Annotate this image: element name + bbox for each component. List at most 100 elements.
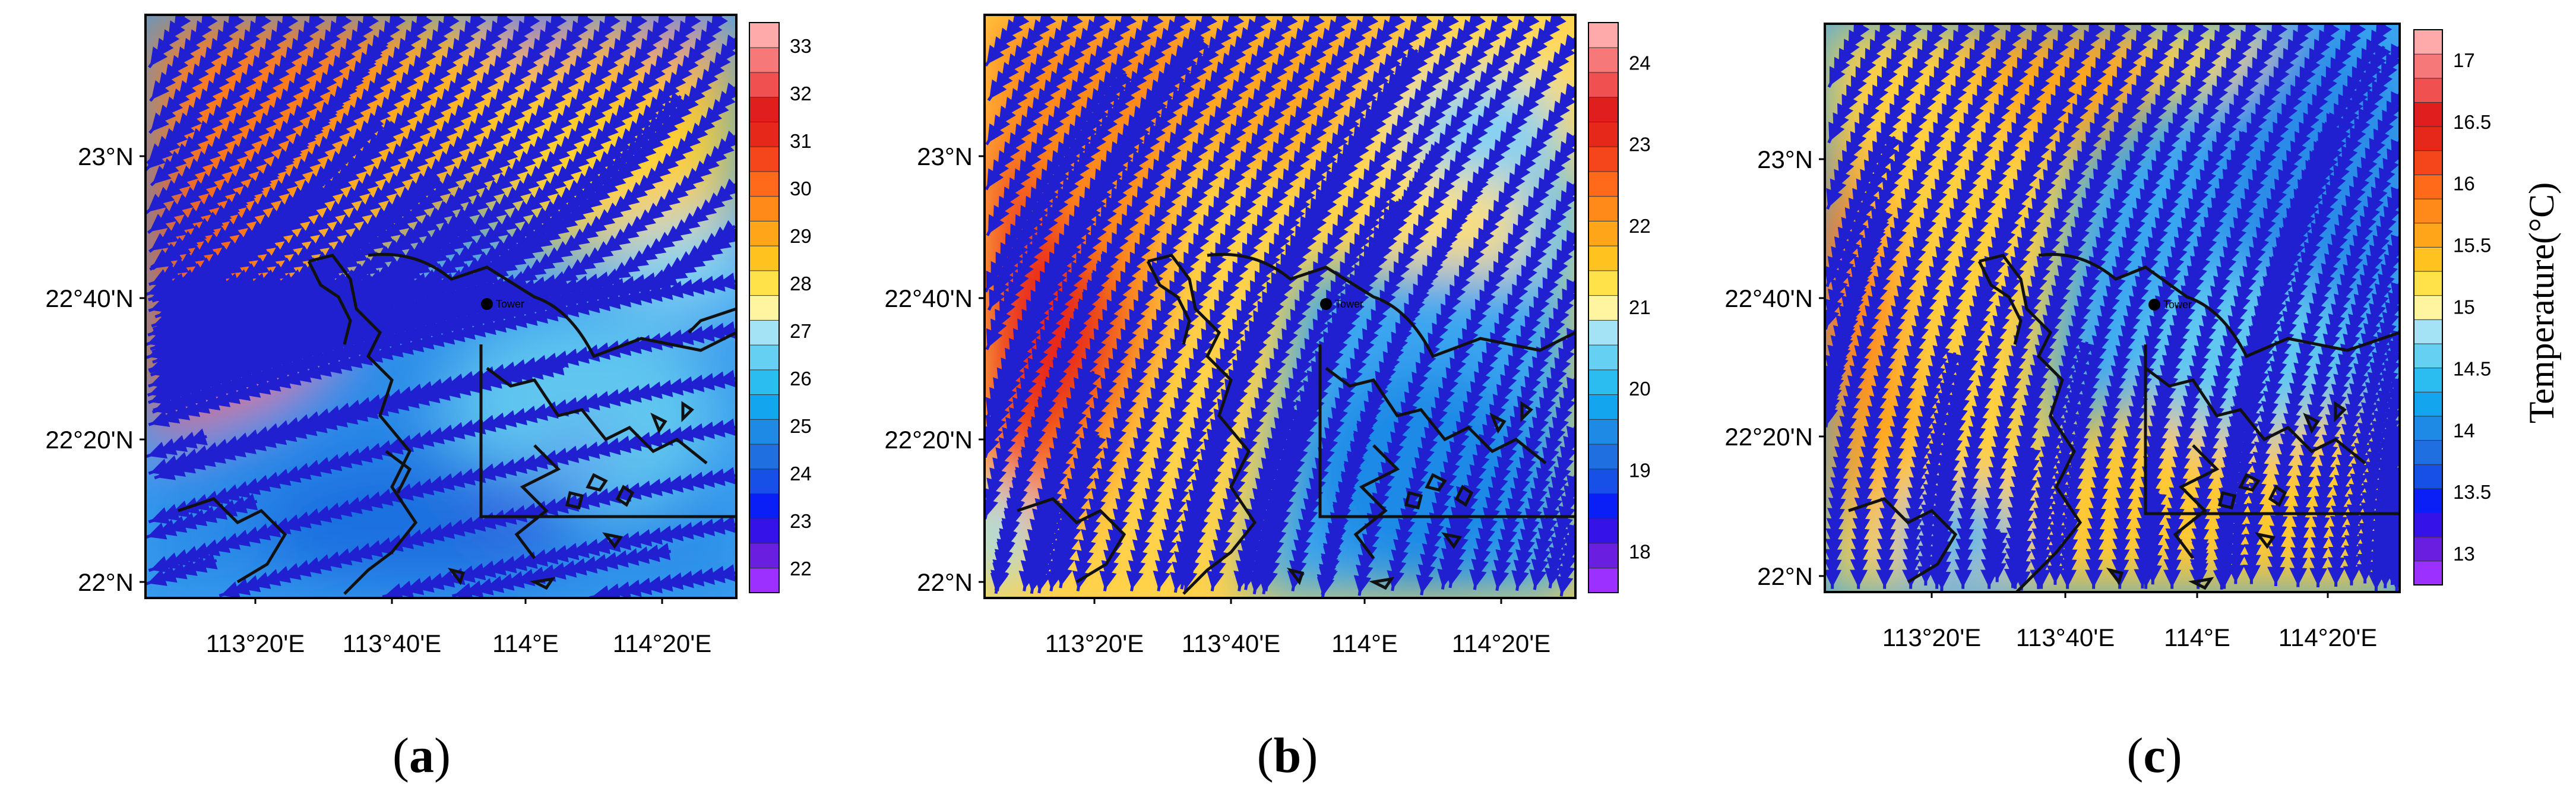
colorbar-tick-label: 21 [1629,296,1651,318]
colorbar-swatch [749,121,780,147]
panel-c: Tower 23°N 22°40'N 22°20'N 22°N 113°20'E… [1724,23,2561,783]
lat-tick-c-1: 23°N [1757,145,1813,173]
svg-text:Tower: Tower [2163,299,2192,311]
colorbar-swatch [2413,102,2443,127]
colorbar-a: 33 32 31 30 29 28 27 26 25 24 23 22 [749,22,812,593]
colorbar-swatch [749,96,780,122]
lat-tick-labels-c: 23°N 22°40'N 22°20'N 22°N [1724,145,1825,590]
colorbar-swatch [2413,415,2443,441]
panel-b: Tower 23°N 22°40'N 22°20'N 22°N 113°20'E… [884,14,1651,783]
streamline [153,220,736,413]
colorbar-swatch [749,270,780,296]
tower-marker-b: Tower [1320,298,1363,310]
colorbar-swatch [749,295,780,321]
colorbar-tick-label: 23 [790,510,812,532]
colorbar-tick-label: 32 [790,83,812,105]
colorbar-swatch [749,245,780,271]
lat-tick-b-3: 22°20'N [884,426,973,454]
colorbar-swatch [2413,29,2443,55]
colorbar-swatch [749,319,780,346]
colorbar-frame [2413,29,2443,586]
colorbar-swatch [1588,518,1619,544]
colorbar-tick-label: 14.5 [2453,357,2491,379]
colorbar-swatch [2413,343,2443,369]
colorbar-swatch [1588,444,1619,470]
map-frame-a [144,14,738,599]
colorbar-swatch [1588,295,1619,321]
colorbar-swatch [1588,121,1619,147]
colorbar-tick-label: 18 [1629,540,1651,562]
panel-label-a: (a) [393,728,451,783]
colorbar-swatch [749,518,780,544]
lon-tick-a-1: 113°20'E [206,629,305,657]
lat-tick-c-3: 22°20'N [1724,423,1813,451]
colorbar-swatch [1588,170,1619,197]
coastline-b [1017,252,1575,595]
colorbar-tick-label: 33 [790,35,812,57]
lon-tick-c-1: 113°20'E [1882,624,1982,651]
lon-tick-labels-a: 113°20'E 113°40'E 114°E 114°20'E [206,598,712,657]
colorbar-tick-label: 14 [2453,419,2475,441]
temperature-field-b: Tower [985,15,1575,598]
streamline [451,542,672,598]
streamline [1917,352,1964,586]
colorbar-tick-label: 19 [1629,459,1651,481]
colorbar-frame [749,22,780,593]
tower-marker-a: Tower [481,298,524,310]
lat-tick-b-2: 22°40'N [884,284,973,312]
panel-label-c: (c) [2126,728,2182,783]
colorbar-tick-label: 24 [1629,52,1651,74]
colorbar-swatch [2413,174,2443,200]
colorbar-swatch [749,195,780,221]
colorbar-swatch [749,47,780,73]
lat-tick-a-3: 22°20'N [45,426,134,454]
colorbar-tick-label: 31 [790,130,812,152]
colorbar-swatch [1588,369,1619,395]
colorbar-c: 17 16.5 16 15.5 15 14.5 14 13.5 13 [2413,29,2491,586]
lon-tick-b-4: 114°20'E [1452,629,1551,657]
colorbar-swatch [1588,344,1619,371]
lon-tick-a-3: 114°E [492,629,559,657]
colorbar-tick-label: 27 [790,320,812,342]
svg-text:Tower: Tower [1335,298,1363,310]
lon-tick-labels-c: 113°20'E 113°40'E 114°E 114°20'E [1882,592,2377,651]
lat-tick-a-2: 22°40'N [45,284,134,312]
colorbar-swatch [1588,22,1619,48]
colorbar-swatch [749,468,780,495]
colorbar-swatch [749,22,780,48]
colorbar-tick-label: 20 [1629,378,1651,400]
colorbar-swatch [2413,246,2443,272]
streamline [145,552,218,586]
colorbar-swatch [2413,512,2443,537]
colorbar-swatch [2413,439,2443,465]
panel-label-b: (b) [1257,728,1318,783]
colorbar-tick-label: 22 [790,558,812,580]
colorbar-swatch [749,369,780,395]
colorbar-swatch [2413,536,2443,562]
lat-tick-c-4: 22°N [1757,562,1813,590]
streamline [1825,344,1845,396]
lon-tick-c-3: 114°E [2164,624,2230,651]
colorbar-swatch [2413,150,2443,175]
colorbar-swatch [749,493,780,519]
temperature-field-c: Tower [1825,24,2400,592]
streamline [2046,341,2096,585]
colorbar-swatch [2413,464,2443,489]
colorbar-tick-label: 22 [1629,215,1651,237]
colorbar-tick-label: 23 [1629,134,1651,156]
colorbar-swatch [1588,419,1619,445]
colorbar-swatch [2413,560,2443,586]
lon-tick-b-1: 113°20'E [1045,629,1144,657]
map-frame-c [1824,23,2401,593]
colorbar-tick-label: 13.5 [2453,481,2491,503]
colorbar-tick-label: 15.5 [2453,235,2491,257]
colorbar-swatch [2413,126,2443,151]
colorbar-tick-label: 28 [790,273,812,295]
streamlines-b [985,15,1575,598]
colorbar-swatch [1588,146,1619,172]
lon-tick-a-4: 114°20'E [613,629,712,657]
colorbar-swatch [749,444,780,470]
lon-tick-c-2: 113°40'E [2016,624,2115,651]
streamline [1317,413,1377,598]
